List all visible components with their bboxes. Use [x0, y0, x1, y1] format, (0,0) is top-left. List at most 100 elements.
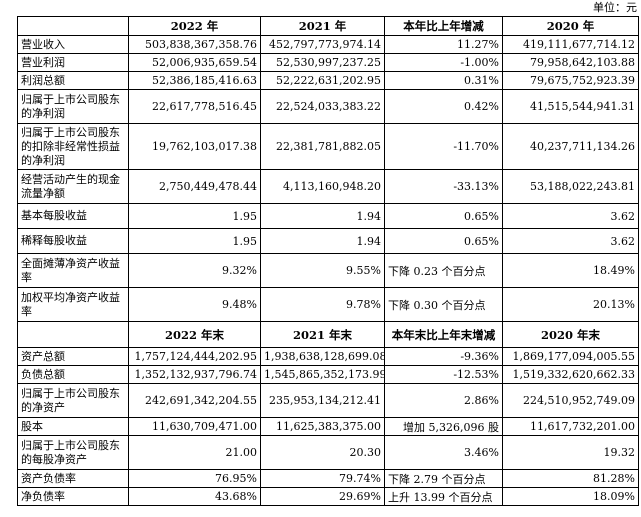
- value-change: 3.46%: [384, 435, 503, 470]
- value-change: 下降 0.23 个百分点: [384, 253, 503, 288]
- row-label: 基本每股收益: [17, 203, 129, 229]
- value-2022: 1.95: [128, 203, 261, 229]
- header-cell: 2021 年: [260, 16, 385, 36]
- table-row: 营业收入 503,838,367,358.76 452,797,773,974.…: [17, 35, 639, 54]
- value-change: 上升 13.99 个百分点: [384, 487, 503, 506]
- value-2021: 29.69%: [260, 487, 385, 506]
- row-label: 归属于上市公司股东的净利润: [17, 89, 129, 124]
- value-2020: 20.13%: [502, 287, 639, 322]
- value-2021: 22,381,781,882.05: [260, 123, 385, 170]
- header-cell: 2020 年: [502, 16, 639, 36]
- value-2022: 43.68%: [128, 487, 261, 506]
- value-2021: 452,797,773,974.14: [260, 35, 385, 54]
- header-cell: 2020 年末: [502, 321, 639, 348]
- value-2021: 9.78%: [260, 287, 385, 322]
- row-label: 归属于上市公司股东的每股净资产: [17, 435, 129, 470]
- value-change: 增加 5,326,096 股: [384, 417, 503, 436]
- header-cell: [17, 321, 129, 348]
- table-row: 归属于上市公司股东的扣除非经常性损益的净利润 19,762,103,017.38…: [17, 123, 639, 170]
- row-label: 资产负债率: [17, 469, 129, 488]
- row-label: 加权平均净资产收益率: [17, 287, 129, 322]
- value-2020: 18.49%: [502, 253, 639, 288]
- header-cell: 本年比上年增减: [384, 16, 503, 36]
- value-2020: 79,675,752,923.39: [502, 71, 639, 90]
- table-row: 稀释每股收益 1.95 1.94 0.65% 3.62: [17, 228, 639, 254]
- value-2021: 1,545,865,352,173.99: [260, 365, 385, 384]
- value-change: 0.31%: [384, 71, 503, 90]
- financial-data-table: 2022 年 2021 年 本年比上年增减 2020 年 营业收入 503,83…: [17, 16, 639, 506]
- value-2022: 9.32%: [128, 253, 261, 288]
- row-label: 资产总额: [17, 347, 129, 366]
- table-row: 资产总额 1,757,124,444,202.95 1,938,638,128,…: [17, 347, 639, 366]
- value-2021: 20.30: [260, 435, 385, 470]
- value-2022: 52,386,185,416.63: [128, 71, 261, 90]
- header-cell: 本年末比上年末增减: [384, 321, 503, 348]
- table-row: 基本每股收益 1.95 1.94 0.65% 3.62: [17, 203, 639, 229]
- value-2020: 224,510,952,749.09: [502, 383, 639, 418]
- value-2022: 52,006,935,659.54: [128, 53, 261, 72]
- row-label: 经营活动产生的现金流量净额: [17, 169, 129, 204]
- value-2022: 1,352,132,937,796.74: [128, 365, 261, 384]
- value-change: 0.65%: [384, 203, 503, 229]
- value-2021: 11,625,383,375.00: [260, 417, 385, 436]
- header-cell: 2021 年末: [260, 321, 385, 348]
- value-2020: 11,617,732,201.00: [502, 417, 639, 436]
- table-row: 资产负债率 76.95% 79.74% 下降 2.79 个百分点 81.28%: [17, 469, 639, 488]
- table-header-row: 2022 年 2021 年 本年比上年增减 2020 年: [17, 16, 639, 36]
- value-2022: 503,838,367,358.76: [128, 35, 261, 54]
- row-label: 归属于上市公司股东的扣除非经常性损益的净利润: [17, 123, 129, 170]
- value-2022: 22,617,778,516.45: [128, 89, 261, 124]
- row-label: 净负债率: [17, 487, 129, 506]
- value-2021: 1.94: [260, 228, 385, 254]
- header-cell: 2022 年: [128, 16, 261, 36]
- value-2021: 1.94: [260, 203, 385, 229]
- row-label: 利润总额: [17, 71, 129, 90]
- value-change: 2.86%: [384, 383, 503, 418]
- table-row: 净负债率 43.68% 29.69% 上升 13.99 个百分点 18.09%: [17, 487, 639, 506]
- table-row: 利润总额 52,386,185,416.63 52,222,631,202.95…: [17, 71, 639, 90]
- value-2021: 79.74%: [260, 469, 385, 488]
- value-2022: 1.95: [128, 228, 261, 254]
- value-2021: 52,530,997,237.25: [260, 53, 385, 72]
- table-row: 全面摊薄净资产收益率 9.32% 9.55% 下降 0.23 个百分点 18.4…: [17, 253, 639, 288]
- value-2020: 19.32: [502, 435, 639, 470]
- value-2022: 242,691,342,204.55: [128, 383, 261, 418]
- value-2020: 53,188,022,243.81: [502, 169, 639, 204]
- value-2020: 419,111,677,714.12: [502, 35, 639, 54]
- value-change: 下降 2.79 个百分点: [384, 469, 503, 488]
- value-change: 0.42%: [384, 89, 503, 124]
- row-label: 稀释每股收益: [17, 228, 129, 254]
- table-row: 归属于上市公司股东的每股净资产 21.00 20.30 3.46% 19.32: [17, 435, 639, 470]
- table-row: 归属于上市公司股东的净利润 22,617,778,516.45 22,524,0…: [17, 89, 639, 124]
- table-row: 负债总额 1,352,132,937,796.74 1,545,865,352,…: [17, 365, 639, 384]
- row-label: 股本: [17, 417, 129, 436]
- value-2020: 3.62: [502, 203, 639, 229]
- value-2020: 81.28%: [502, 469, 639, 488]
- value-2021: 4,113,160,948.20: [260, 169, 385, 204]
- row-label: 营业利润: [17, 53, 129, 72]
- value-2021: 1,938,638,128,699.08: [260, 347, 385, 366]
- table-row: 股本 11,630,709,471.00 11,625,383,375.00 增…: [17, 417, 639, 436]
- value-change: -1.00%: [384, 53, 503, 72]
- value-2020: 40,237,711,134.26: [502, 123, 639, 170]
- value-2020: 79,958,642,103.88: [502, 53, 639, 72]
- value-2022: 21.00: [128, 435, 261, 470]
- value-2021: 52,222,631,202.95: [260, 71, 385, 90]
- value-2021: 22,524,033,383.22: [260, 89, 385, 124]
- value-2022: 1,757,124,444,202.95: [128, 347, 261, 366]
- value-2020: 1,519,332,620,662.33: [502, 365, 639, 384]
- table-row: 营业利润 52,006,935,659.54 52,530,997,237.25…: [17, 53, 639, 72]
- value-change: -12.53%: [384, 365, 503, 384]
- value-2020: 41,515,544,941.31: [502, 89, 639, 124]
- header-cell: [17, 16, 129, 36]
- row-label: 负债总额: [17, 365, 129, 384]
- unit-label: 单位：元: [593, 1, 637, 14]
- value-2020: 1,869,177,094,005.55: [502, 347, 639, 366]
- value-2022: 19,762,103,017.38: [128, 123, 261, 170]
- value-change: 11.27%: [384, 35, 503, 54]
- value-2022: 11,630,709,471.00: [128, 417, 261, 436]
- value-2021: 9.55%: [260, 253, 385, 288]
- table-row: 加权平均净资产收益率 9.48% 9.78% 下降 0.30 个百分点 20.1…: [17, 287, 639, 322]
- header-cell: 2022 年末: [128, 321, 261, 348]
- value-2022: 2,750,449,478.44: [128, 169, 261, 204]
